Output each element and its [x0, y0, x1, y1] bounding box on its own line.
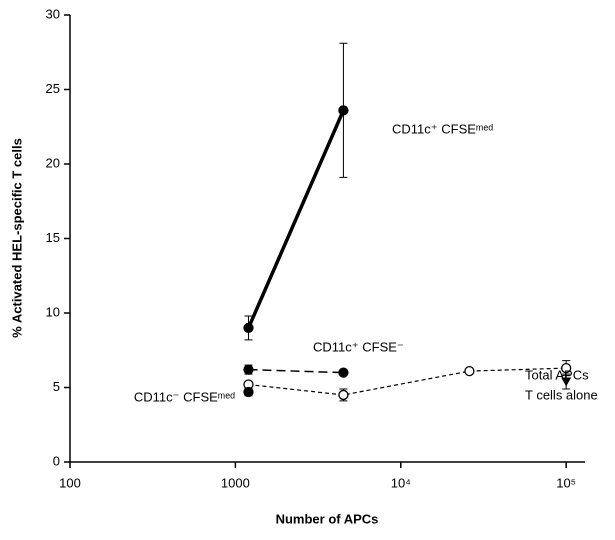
x-tick-label: 10⁵	[556, 475, 576, 490]
y-tick-label: 10	[46, 304, 60, 319]
x-tick-label: 100	[59, 475, 81, 490]
marker	[338, 105, 349, 116]
y-axis-title: % Activated HEL-specific T cells	[9, 138, 24, 338]
series-label: CD11c⁻ CFSEᵐᵉᵈ	[134, 389, 235, 404]
series-line	[246, 109, 346, 329]
y-tick-label: 30	[46, 6, 60, 21]
marker	[243, 322, 254, 334]
marker	[243, 364, 254, 375]
y-tick-label: 5	[53, 379, 60, 394]
marker	[243, 386, 254, 398]
x-tick-label: 10⁴	[391, 475, 411, 490]
series-line	[248, 368, 344, 374]
marker	[338, 389, 349, 401]
marker	[338, 367, 349, 378]
series-line	[248, 367, 567, 396]
marker	[464, 365, 475, 377]
y-tick-label: 15	[46, 230, 60, 245]
series-label: CD11c⁺ CFSEᵐᵉᵈ	[392, 121, 493, 136]
y-tick-label: 25	[46, 81, 60, 96]
marker	[561, 377, 572, 387]
y-tick-label: 20	[46, 155, 60, 170]
x-tick-label: 1000	[221, 475, 250, 490]
series-label: T cells alone	[525, 387, 598, 402]
y-tick-label: 0	[53, 453, 60, 468]
x-axis-title: Number of APCs	[276, 511, 379, 526]
series-label: Total APCs	[525, 367, 589, 382]
series-label: CD11c⁺ CFSE⁻	[313, 339, 404, 354]
marker	[561, 362, 572, 374]
